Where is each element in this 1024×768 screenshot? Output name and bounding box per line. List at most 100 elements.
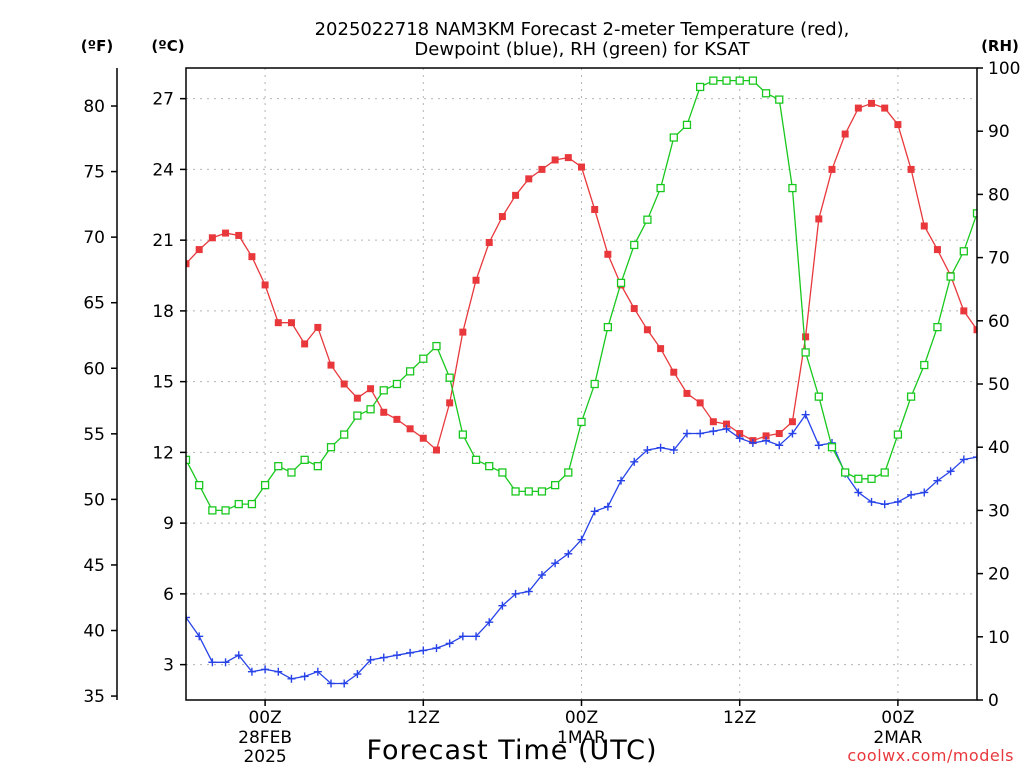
x-axis-title: Forecast Time (UTC) <box>366 735 657 766</box>
temperature-point <box>815 215 823 223</box>
rh-tick-label: 50 <box>988 375 1010 395</box>
rh-point <box>326 443 336 452</box>
temperature-point <box>446 399 454 407</box>
celsius-tick-label: 21 <box>152 231 174 251</box>
temperature-point <box>709 418 717 426</box>
dewpoint-point <box>485 618 494 627</box>
temperature-point <box>881 104 889 112</box>
temperature-point <box>235 231 243 239</box>
rh-point <box>392 379 402 389</box>
rh-point <box>682 120 692 130</box>
dewpoint-point <box>419 646 428 655</box>
dewpoint-point <box>458 632 467 641</box>
temperature-point <box>828 165 836 173</box>
rh-point <box>379 386 388 395</box>
rh-tick-label: 10 <box>988 628 1010 648</box>
dewpoint-point <box>432 644 441 653</box>
temperature-point <box>551 156 559 164</box>
fahrenheit-tick-label: 45 <box>83 556 105 576</box>
rh-point <box>893 430 903 439</box>
dewpoint-point <box>933 476 942 485</box>
temperature-point <box>802 333 810 341</box>
rh-point <box>603 322 613 332</box>
temperature-point <box>367 385 375 393</box>
dewpoint-point <box>748 438 757 447</box>
temperature-point <box>933 246 941 254</box>
x-tick-label: 12Z <box>407 708 440 728</box>
celsius-tick-label: 15 <box>152 373 174 393</box>
rh-point <box>524 487 533 496</box>
rh-series-line <box>186 79 977 512</box>
temperature-point <box>472 276 480 284</box>
rh-point <box>696 82 705 92</box>
x-tick-date-label: 2MAR <box>873 728 922 748</box>
temperature-point <box>340 380 348 388</box>
x-tick-date-label: 28FEB <box>238 728 292 748</box>
rh-point <box>841 468 850 477</box>
dewpoint-point <box>524 587 533 596</box>
dewpoint-point <box>274 667 283 676</box>
dewpoint-point <box>353 670 362 679</box>
temperature-point <box>696 399 704 407</box>
rh-point <box>537 487 547 496</box>
temperature-point <box>208 234 216 242</box>
temperature-point <box>525 175 533 183</box>
rh-unit-label: (RH) <box>981 37 1019 55</box>
rh-tick-label: 80 <box>988 185 1010 205</box>
temperature-point <box>393 415 401 423</box>
temperature-point <box>512 191 520 199</box>
rh-point <box>405 367 415 376</box>
celsius-tick-label: 3 <box>163 656 174 676</box>
celsius-tick-label: 6 <box>163 585 174 605</box>
rh-tick-label: 70 <box>988 249 1010 269</box>
temperature-point <box>314 323 322 331</box>
dewpoint-point <box>630 457 639 466</box>
temperature-point <box>775 430 783 438</box>
rh-point <box>471 455 481 464</box>
dewpoint-point <box>682 429 691 438</box>
rh-point <box>814 392 823 401</box>
dewpoint-point <box>973 453 977 462</box>
dewpoint-point <box>313 667 322 676</box>
rh-point <box>564 468 573 477</box>
dewpoint-point <box>208 658 217 667</box>
dewpoint-point <box>775 441 784 450</box>
dewpoint-point <box>551 559 560 568</box>
temperature-point <box>578 163 585 171</box>
dewpoint-point <box>854 488 863 497</box>
fahrenheit-tick-label: 35 <box>83 687 105 707</box>
rh-tick-label: 60 <box>988 312 1010 332</box>
temperature-point <box>723 420 731 428</box>
rh-point <box>313 462 322 471</box>
temperature-point <box>630 305 638 313</box>
rh-point <box>643 215 652 224</box>
temperature-point <box>762 432 770 440</box>
temperature-point <box>432 446 440 454</box>
fahrenheit-tick-label: 50 <box>83 490 105 510</box>
rh-tick-label: 40 <box>988 438 1010 458</box>
dewpoint-point <box>722 424 731 433</box>
x-tick-label: 00Z <box>248 708 281 728</box>
credit-link[interactable]: coolwx.com/models <box>847 746 1014 765</box>
temperature-point <box>498 213 506 221</box>
rh-point <box>775 95 784 104</box>
temperature-point <box>854 104 862 112</box>
fahrenheit-tick-label: 75 <box>83 163 105 183</box>
dewpoint-point <box>893 497 902 506</box>
dewpoint-point <box>603 502 612 511</box>
celsius-unit-label: (ºC) <box>151 37 184 55</box>
dewpoint-series-line <box>186 413 977 685</box>
rh-point <box>353 411 362 420</box>
rh-point <box>880 468 889 477</box>
rh-tick-label: 90 <box>988 122 1010 142</box>
dewpoint-point <box>287 674 296 683</box>
dewpoint-point <box>221 658 230 667</box>
temperature-point <box>353 394 361 402</box>
dewpoint-point <box>498 601 507 610</box>
rh-point <box>260 480 270 490</box>
dewpoint-point <box>195 632 204 641</box>
chart-title-line1: 2025022718 NAM3KM Forecast 2-meter Tempe… <box>315 19 850 40</box>
rh-point <box>221 506 230 515</box>
rh-point <box>920 360 929 370</box>
